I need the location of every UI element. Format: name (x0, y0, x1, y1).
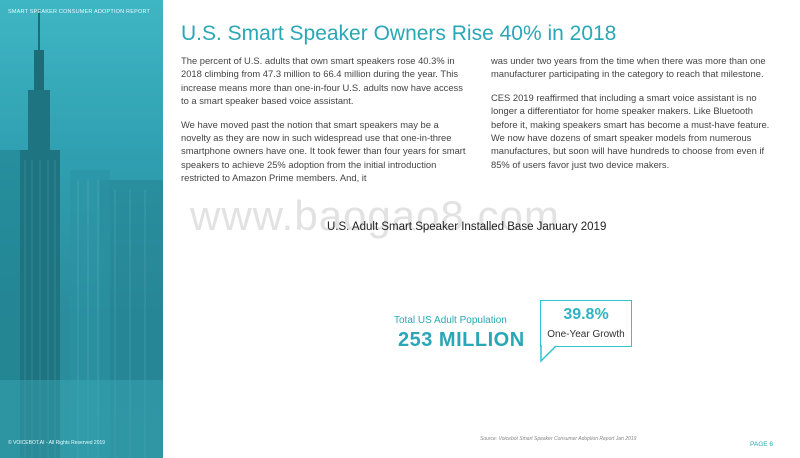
source-note: Source: Voicebot Smart Speaker Consumer … (480, 436, 637, 442)
page-number: PAGE 6 (750, 441, 774, 448)
population-value: 253 MILLION (398, 329, 525, 351)
watermark: www.baogao8.com (190, 192, 560, 239)
skyline-illustration (0, 10, 163, 458)
copyright-text: © VOICEBOT.AI - All Rights Reserved 2019 (8, 440, 106, 446)
left-column: The percent of U.S. adults that own smar… (181, 54, 469, 195)
paragraph: We have moved past the notion that smart… (181, 118, 466, 184)
population-label: Total US Adult Population (394, 315, 507, 326)
growth-callout (540, 300, 632, 347)
page-title: U.S. Smart Speaker Owners Rise 40% in 20… (181, 22, 617, 45)
paragraph: The percent of U.S. adults that own smar… (181, 55, 463, 107)
callout-tail-icon (540, 345, 557, 363)
report-label: SMART SPEAKER CONSUMER ADOPTION REPORT (8, 9, 151, 15)
paragraph: was under two years from the time when t… (491, 55, 766, 80)
growth-label: One-Year Growth (547, 329, 625, 340)
growth-value: 39.8% (563, 306, 609, 323)
chart-title: U.S. Adult Smart Speaker Installed Base … (327, 221, 607, 233)
sidebar-city-image: SMART SPEAKER CONSUMER ADOPTION REPORT ©… (0, 0, 163, 458)
right-column: was under two years from the time when t… (491, 54, 779, 181)
paragraph: CES 2019 reaffirmed that including a sma… (491, 91, 770, 170)
